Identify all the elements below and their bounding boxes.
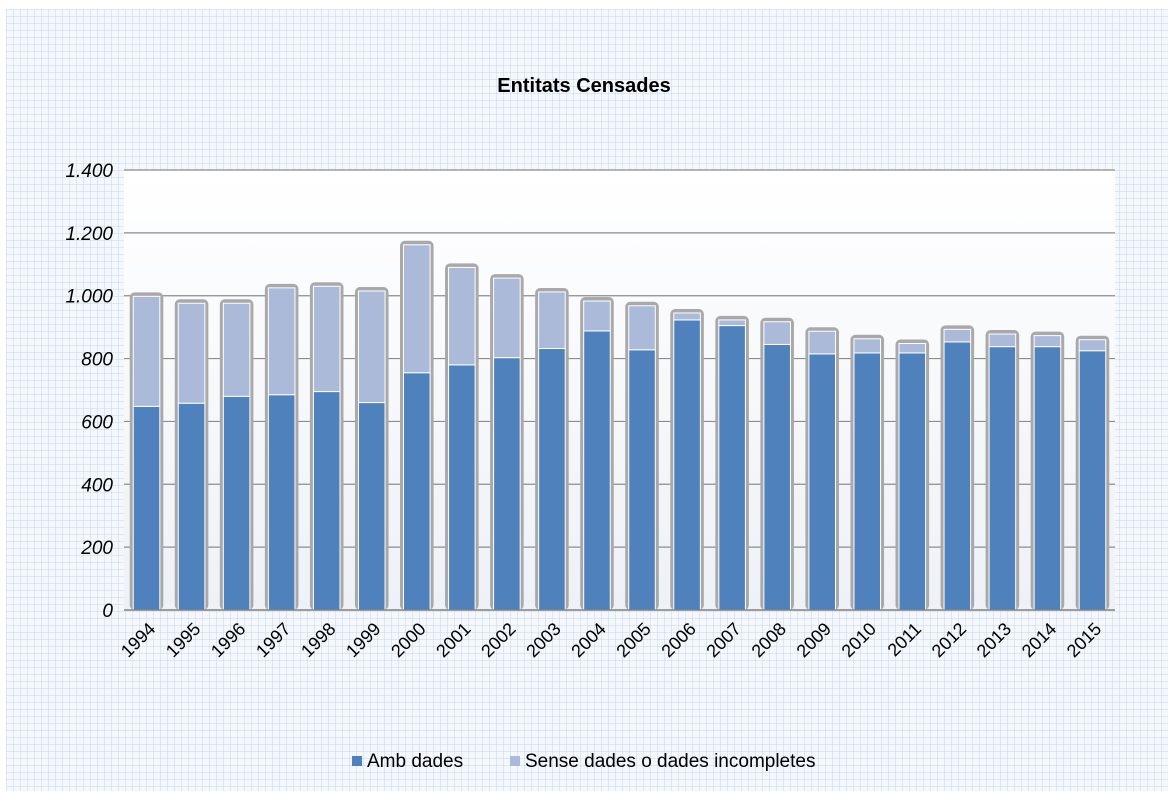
x-tick-label: 2001 [432, 619, 474, 661]
y-tick-label: 0 [102, 601, 113, 622]
x-tick-label: 1998 [297, 619, 339, 661]
y-tick-label: 1.000 [65, 287, 113, 308]
bar-segment [222, 302, 251, 397]
x-tick-label: 2005 [612, 619, 654, 661]
bar-segment [448, 364, 476, 611]
bar-segment [583, 300, 611, 332]
x-tick-label: 2003 [522, 619, 564, 661]
bar-segment [853, 338, 882, 354]
x-tick-label: 2011 [884, 619, 926, 661]
bar-segment [898, 342, 927, 354]
bar-segment [583, 330, 611, 611]
x-tick-label: 1997 [252, 619, 294, 661]
x-tick-label: 1994 [117, 619, 159, 661]
x-tick-label: 2008 [748, 619, 790, 661]
y-tick-label: 200 [80, 538, 113, 559]
legend-label: Sense dades o dades incompletes [525, 751, 815, 772]
x-tick-label: 2015 [1063, 619, 1105, 661]
x-tick-label: 2002 [477, 619, 519, 661]
bar-segment [357, 290, 386, 404]
legend-swatch [352, 756, 362, 766]
bar-segment [357, 402, 386, 611]
chart-frame: Entitats Censades 0 200 400 600 800 1.000 1.20… [6, 9, 1168, 791]
chart-title: Entitats Censades [497, 75, 670, 97]
bar-segment [177, 402, 206, 611]
y-tick-label: 400 [81, 475, 113, 496]
bar-segment [1033, 346, 1062, 611]
bar-segment [1078, 339, 1107, 352]
legend-swatch [510, 756, 520, 766]
x-tick-label: 2014 [1018, 619, 1060, 661]
bar-segment [538, 291, 566, 350]
bar-segment [448, 266, 476, 366]
bar-segment [943, 328, 972, 343]
x-tick-label: 1995 [162, 619, 204, 661]
bar-segment [177, 302, 206, 404]
legend-label: Amb dades [367, 751, 463, 772]
y-tick-label: 1.400 [65, 161, 113, 182]
bar-segment [493, 357, 521, 611]
x-tick-label: 2013 [973, 619, 1015, 661]
chart-canvas: Entitats Censades 0 200 400 600 800 1.000 1.20… [65, 75, 1115, 772]
bar-segment [538, 348, 566, 611]
bar-segment [808, 353, 836, 611]
bar-segment [673, 312, 701, 321]
bar-segment [808, 330, 836, 355]
x-tick-label: 1996 [207, 619, 249, 661]
x-tick-label: 2004 [567, 619, 609, 661]
bar-segment [628, 349, 656, 611]
bar-segment [718, 319, 746, 327]
bar-segment [222, 395, 251, 611]
y-tick-label: 1.200 [65, 224, 113, 245]
bar-segment [628, 305, 656, 351]
bar-segment [312, 391, 341, 611]
x-tick-label: 2000 [387, 619, 429, 661]
bar-segment [132, 295, 161, 407]
bar-segment [267, 394, 296, 611]
bar-segment [853, 352, 882, 611]
bar-segment [763, 343, 791, 611]
bar-segment [943, 341, 972, 611]
bar-segment [132, 405, 161, 611]
y-tick-label: 600 [81, 412, 113, 433]
bar-segment [1033, 335, 1062, 348]
bar-segment [763, 321, 791, 345]
x-tick-label: 2010 [838, 619, 880, 661]
bar-segment [403, 372, 431, 611]
y-tick-label: 800 [81, 350, 113, 371]
x-tick-label: 2009 [793, 619, 835, 661]
bar-segment [673, 319, 701, 611]
x-tick-label: 2012 [928, 619, 970, 661]
bar-segment [898, 352, 927, 611]
bar-segment [988, 346, 1017, 611]
bar-segment [718, 325, 746, 611]
bar-segment [988, 333, 1017, 348]
bar-segment [312, 285, 341, 393]
x-tick-label: 2006 [657, 619, 699, 661]
bar-segment [267, 287, 296, 396]
bar-segment [403, 244, 431, 374]
legend: Amb dades Sense dades o dades incompletes [352, 751, 815, 772]
x-tick-label: 1999 [342, 619, 384, 661]
x-tick-label: 2007 [702, 619, 744, 661]
bar-segment [1078, 350, 1107, 611]
bar-segment [493, 277, 521, 359]
